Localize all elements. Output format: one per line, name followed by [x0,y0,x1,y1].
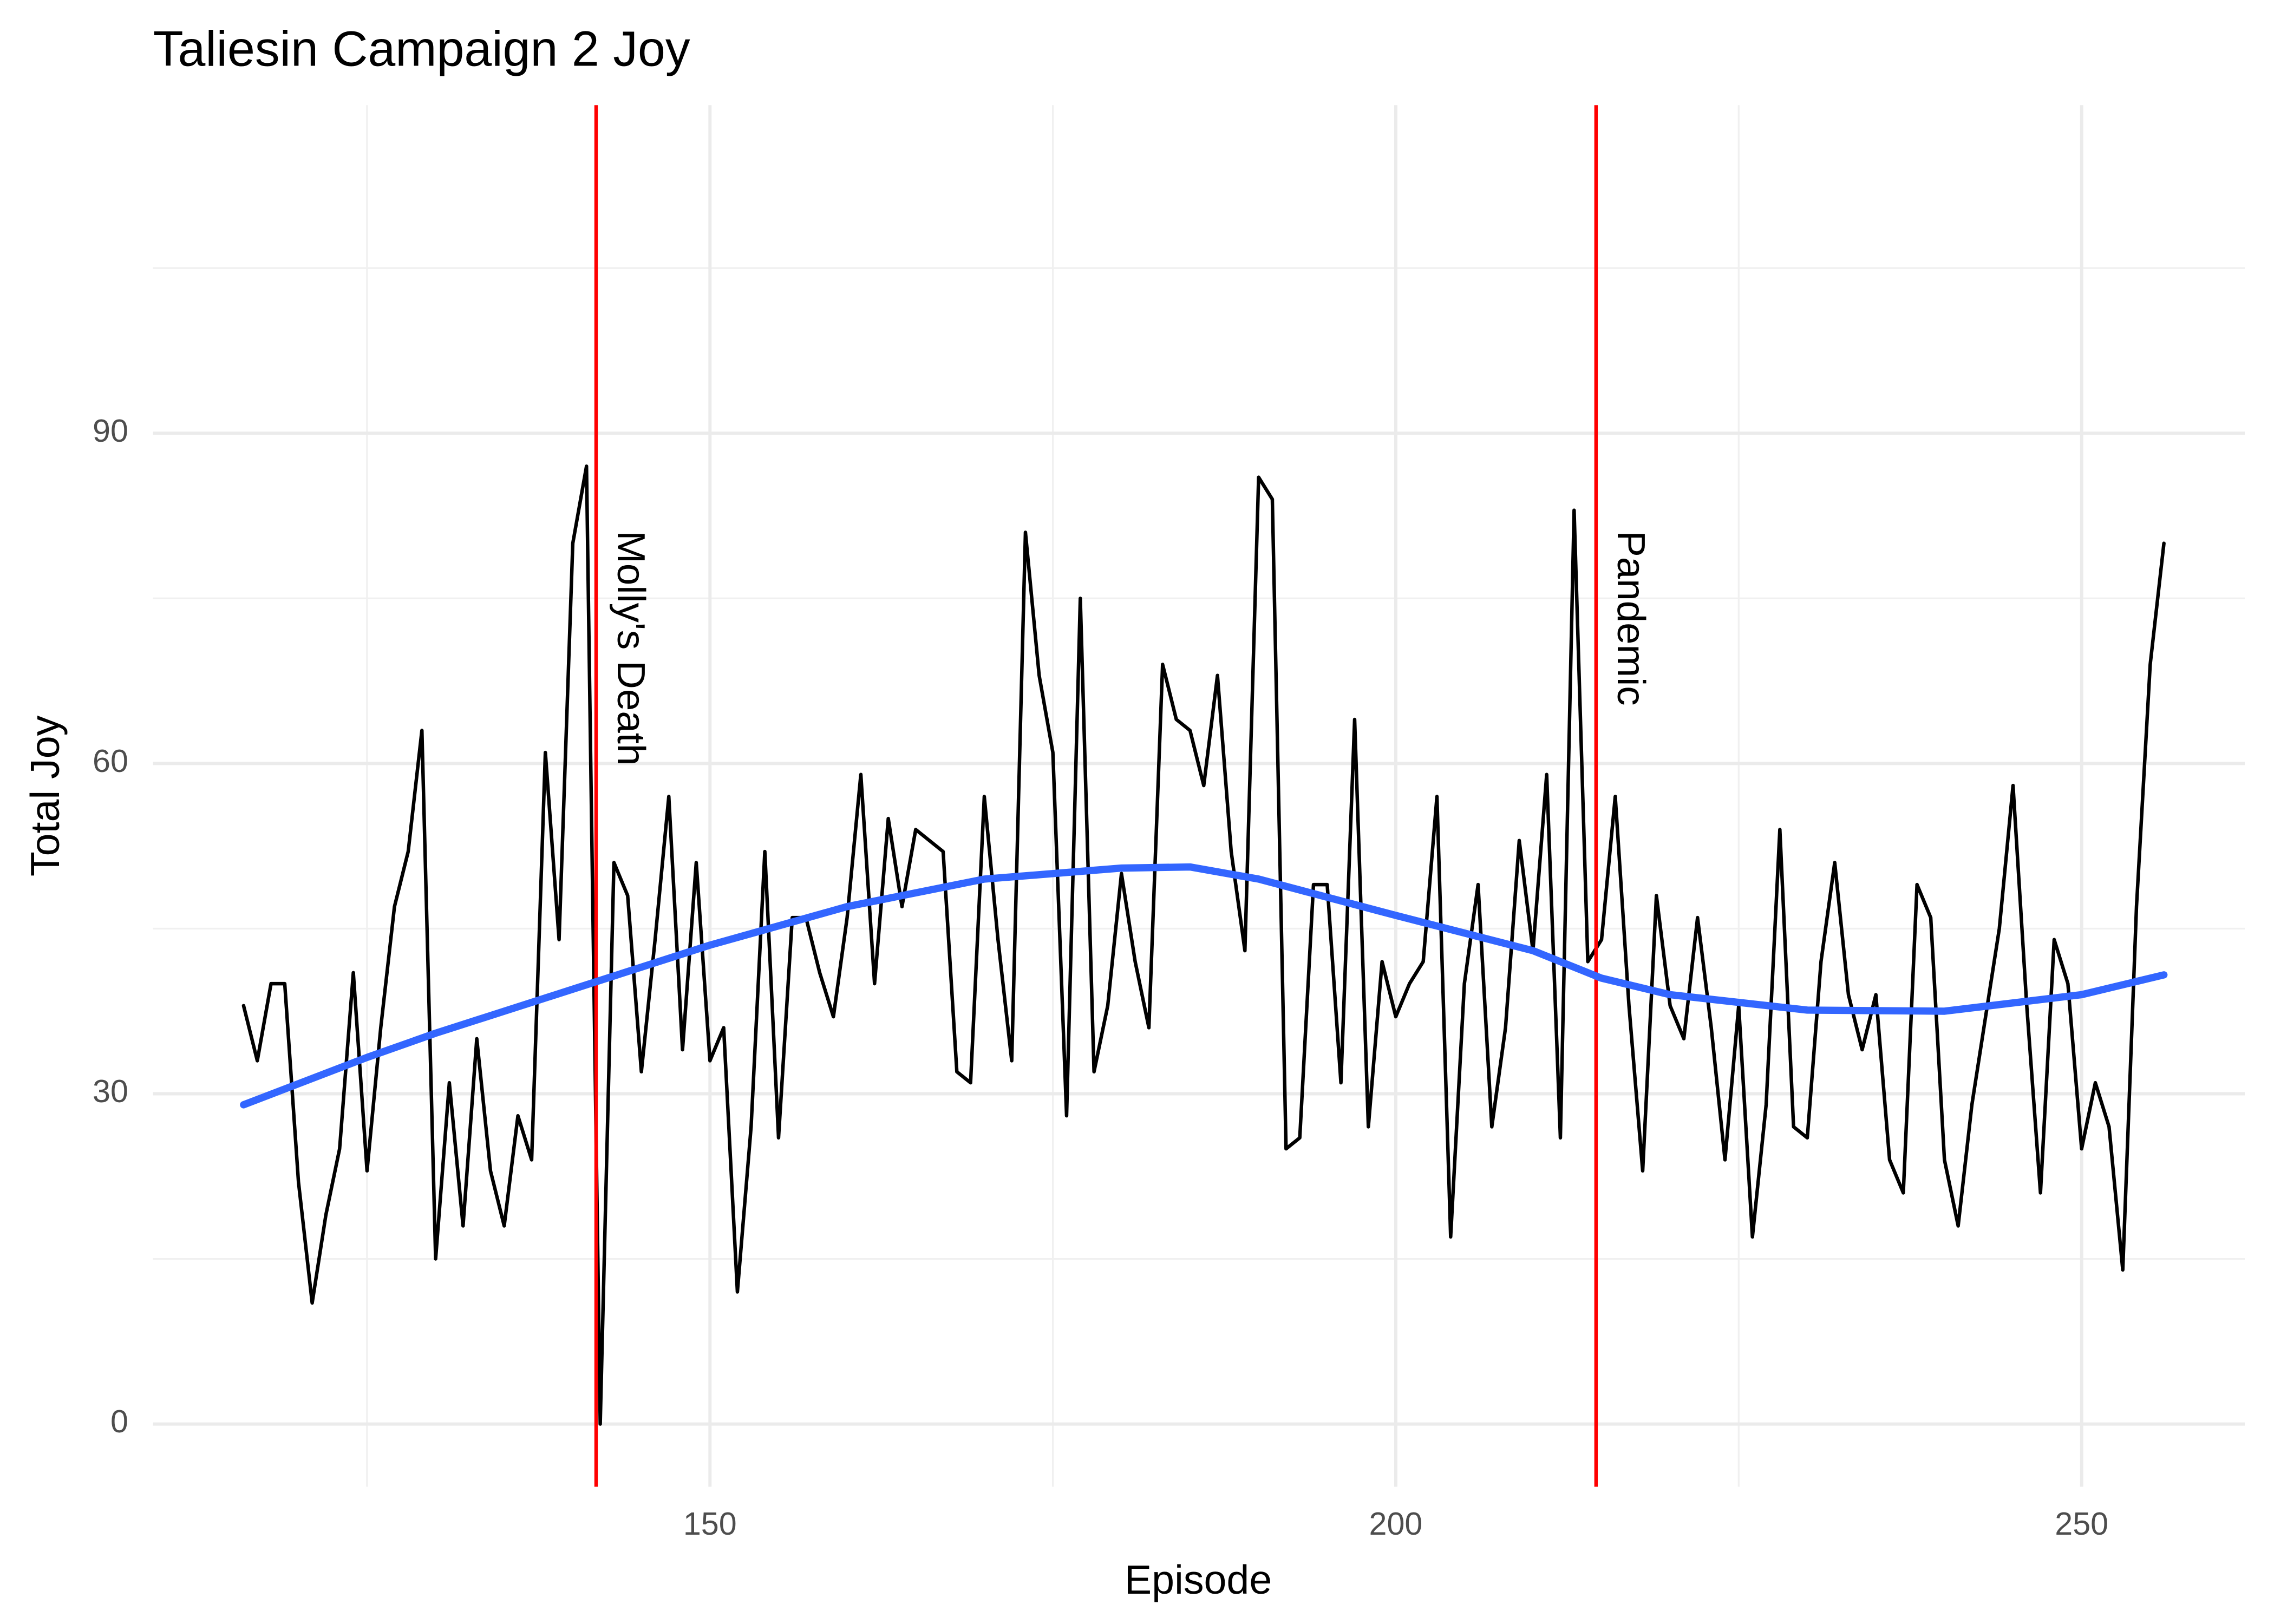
data-line [241,464,2166,1426]
x-axis-title: Episode [1125,1557,1272,1602]
y-tick-label: 60 [93,743,128,779]
y-tick-label: 0 [110,1403,128,1439]
y-tick-label: 90 [93,412,128,449]
y-axis-title: Total Joy [22,715,68,876]
event-label: Pandemic [1609,531,1653,705]
x-tick-label: 150 [683,1505,737,1542]
chart-title: Taliesin Campaign 2 Joy [153,21,690,76]
event-label: Molly's Death [609,531,653,765]
y-tick-label: 30 [93,1073,128,1109]
grid [153,105,2245,1487]
smooth-line [240,863,2168,1109]
x-tick-label: 200 [1369,1505,1423,1542]
plot-area [240,105,2168,1487]
x-tick-label: 250 [2055,1505,2108,1542]
